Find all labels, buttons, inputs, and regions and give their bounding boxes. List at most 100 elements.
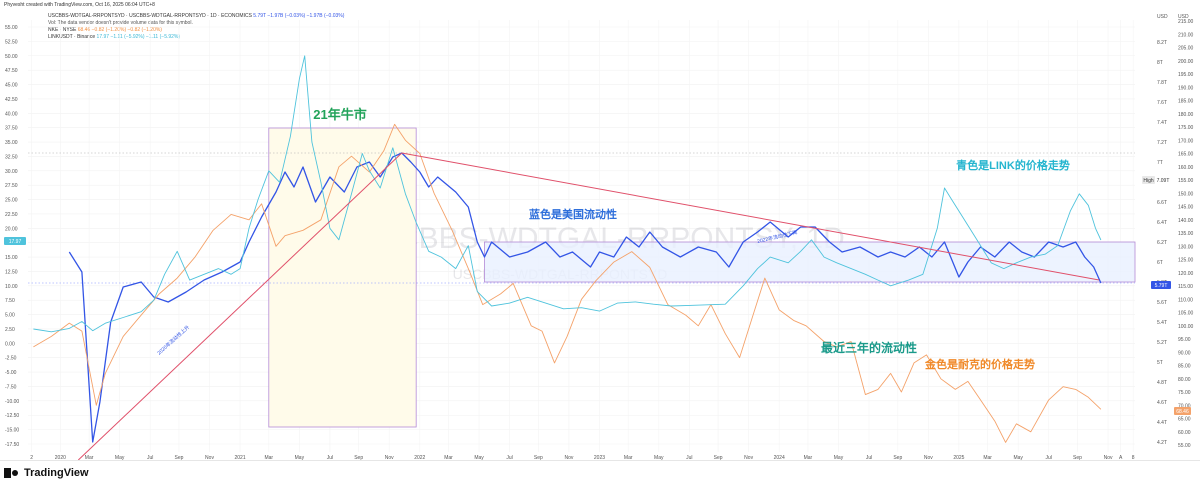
x-axis-tick: May [1013,455,1023,461]
right-axis-2-tick: 140.00 [1178,218,1194,224]
left-axis-tick: -5.00 [5,370,17,376]
x-axis-tick: Nov [1104,455,1113,461]
x-axis-tick: Sep [1073,455,1082,461]
x-axis-tick: Jul [1046,455,1052,461]
x-axis-tick: 2020 [55,455,66,461]
right-axis-2-tick: 215.00 [1178,19,1194,25]
liquidity-range-box [484,241,1136,283]
legend-symbol-link: LINKUSDT · Binance [48,34,96,40]
x-axis-tick: Nov [385,455,394,461]
right-axis-2-tick: 130.00 [1178,244,1194,250]
left-axis-tick: 2.50 [5,327,15,333]
badge-high-value: 7.09T [1155,176,1171,184]
badge-high-label-text: High [1143,178,1154,184]
right-axis-2-tick: 145.00 [1178,205,1194,211]
x-axis-tick: Nov [205,455,214,461]
x-axis-tick: Mar [983,455,992,461]
right-axis-2-tick: 180.00 [1178,112,1194,118]
right-axis-1-tick: 4.4T [1157,420,1167,426]
right-axis-2-tick: 200.00 [1178,59,1194,65]
right-axis-2-tick: 105.00 [1178,311,1194,317]
right-axis-1-tick: 7T [1157,160,1163,166]
left-axis-tick: 45.00 [5,83,18,89]
x-axis-tick: Sep [714,455,723,461]
right-axis-2-tick: 195.00 [1178,72,1194,78]
x-axis-tick: 2021 [234,455,245,461]
series-line-blue [68,152,1102,443]
bull-market-box [268,127,417,428]
left-axis-tick: -10.00 [5,399,19,405]
right-axis-1-tick: 4.2T [1157,440,1167,446]
right-axis-2-label: USD [1178,14,1189,20]
right-axis-2-tick: 175.00 [1178,125,1194,131]
badge-high-label: High [1142,176,1155,184]
right-axis-2-tick: 90.00 [1178,350,1191,356]
right-axis-1-tick: 6.4T [1157,220,1167,226]
x-axis-tick: Nov [924,455,933,461]
legend-values-liquidity: 5.79T −1.97B (−0.03%) −1.97B (−0.03%) [253,13,345,19]
x-axis-tick: Mar [264,455,273,461]
right-axis-2-tick: 80.00 [1178,377,1191,383]
left-axis-tick: -2.50 [5,356,17,362]
right-axis-1-tick: 7.4T [1157,120,1167,126]
x-axis-tick: 2022 [414,455,425,461]
trend-line-up [77,152,403,461]
right-axis-2-tick: 55.00 [1178,443,1191,449]
left-axis-tick: 35.00 [5,140,18,146]
right-axis-1-label: USD [1157,14,1168,20]
badge-liquidity-last: 5.79T [1151,281,1171,289]
right-axis-2-tick: 205.00 [1178,46,1194,52]
legend-values-link: 17.97 −1.11 (−5.92%) −1.11 (−5.92%) [96,34,181,40]
right-axis-1-tick: 8T [1157,60,1163,66]
series-line-orange [33,123,1102,443]
x-axis-tick: Sep [893,455,902,461]
x-axis-tick: Nov [744,455,753,461]
right-axis-1-tick: 5.2T [1157,340,1167,346]
right-axis-2-tick: 135.00 [1178,231,1194,237]
left-axis-tick: 5.00 [5,313,15,319]
x-axis-tick: Sep [354,455,363,461]
left-axis-tick: 37.50 [5,126,18,132]
x-axis-tick: Jul [506,455,512,461]
annotation-gold-meaning: 金色是耐克的价格走势 [924,357,1035,371]
right-axis-2-tick: 160.00 [1178,165,1194,171]
created-by-line: Phyvesht created with TradingView.com, O… [4,2,155,8]
badge-liquidity-last-bg [1151,281,1171,289]
right-axis-2-tick: 210.00 [1178,32,1194,38]
x-axis-tick: Jul [686,455,692,461]
tradingview-branding[interactable]: TradingView [4,467,89,479]
x-axis-tick: Jul [327,455,333,461]
left-axis-tick: 27.50 [5,183,18,189]
left-axis-tick: 7.50 [5,298,15,304]
x-axis-tick: 8 [1132,455,1135,461]
right-axis-2-tick: 170.00 [1178,138,1194,144]
grid-lines [28,20,1135,452]
left-axis-tick: 15.00 [5,255,18,261]
left-axis-tick: 20.00 [5,226,18,232]
x-axis-tick: Nov [564,455,573,461]
tradingview-logo-text: TradingView [24,467,89,479]
x-axis-tick: Mar [624,455,633,461]
left-axis-tick: 40.00 [5,111,18,117]
x-axis-tick: 2025 [953,455,964,461]
left-axis-tick: 42.50 [5,97,18,103]
badge-nke-last-text: 68.46 [1176,409,1189,415]
left-axis-tick: -12.50 [5,413,19,419]
right-axis-1-tick: 4.6T [1157,400,1167,406]
right-axis-2-tick: 120.00 [1178,271,1194,277]
right-axis-1-tick: 7.6T [1157,100,1167,106]
right-axis-1-tick: 6T [1157,260,1163,266]
right-axis-1-tick: 5.4T [1157,320,1167,326]
right-axis-2-tick: 100.00 [1178,324,1194,330]
legend-row-liquidity[interactable]: USCBBS-WDTGAL-RRPONTSYD · USCBBS-WDTGAL-… [48,13,344,20]
legend-row-link[interactable]: LINKUSDT · Binance 17.97 −1.11 (−5.92%) … [48,34,344,41]
badge-link-last-bg [4,237,26,245]
right-axis-1-tick: 5.6T [1157,300,1167,306]
left-axis-tick: 25.00 [5,198,18,204]
right-axis-2-tick: 150.00 [1178,191,1194,197]
left-axis-tick: -15.00 [5,428,19,434]
right-axis-2-tick: 75.00 [1178,390,1191,396]
right-axis-1-tick: 8.2T [1157,40,1167,46]
left-axis-tick: -17.50 [5,442,19,448]
